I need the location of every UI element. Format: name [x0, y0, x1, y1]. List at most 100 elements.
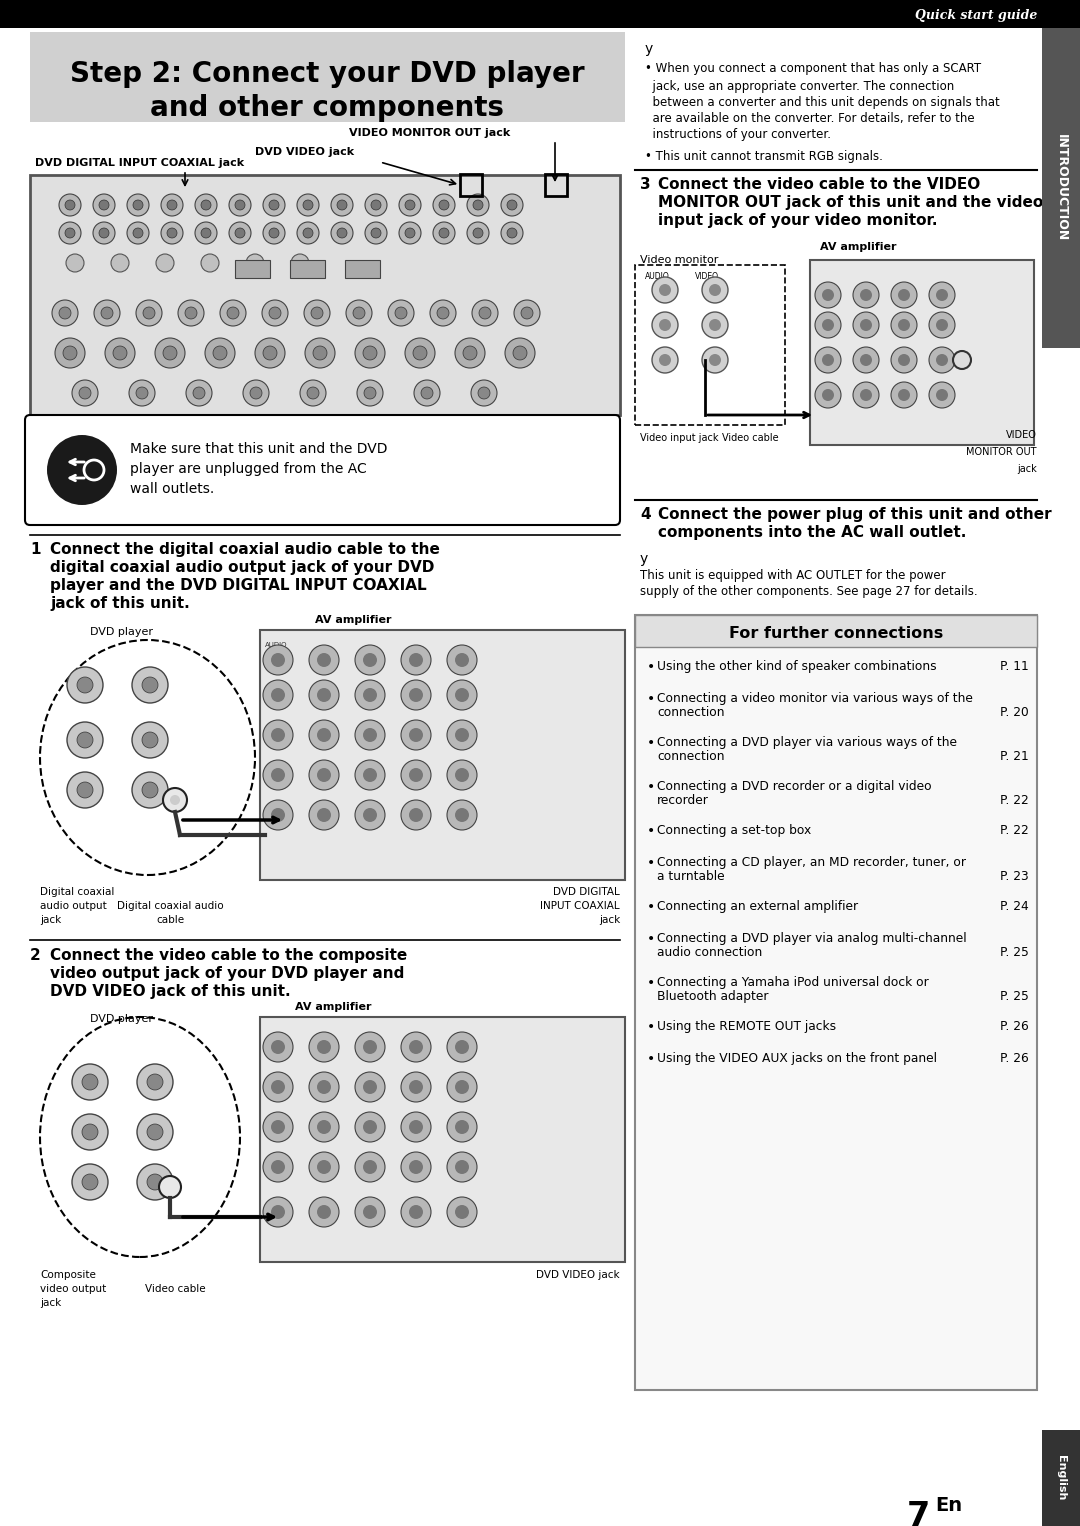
Circle shape — [364, 388, 376, 398]
Circle shape — [141, 732, 158, 748]
Circle shape — [702, 311, 728, 337]
Text: AV amplifier: AV amplifier — [295, 1003, 372, 1012]
Circle shape — [409, 1206, 423, 1219]
Text: P. 25: P. 25 — [1000, 946, 1029, 958]
Circle shape — [447, 1152, 477, 1183]
Circle shape — [401, 1071, 431, 1102]
Circle shape — [822, 319, 834, 331]
Circle shape — [399, 194, 421, 217]
Circle shape — [59, 194, 81, 217]
Circle shape — [55, 337, 85, 368]
Circle shape — [822, 288, 834, 301]
Circle shape — [659, 319, 671, 331]
Circle shape — [318, 807, 330, 823]
Text: P. 20: P. 20 — [1000, 707, 1029, 719]
Circle shape — [195, 221, 217, 244]
Text: P. 22: P. 22 — [1000, 794, 1029, 807]
Circle shape — [330, 221, 353, 244]
Circle shape — [355, 760, 384, 790]
Circle shape — [318, 1120, 330, 1134]
Circle shape — [363, 1160, 377, 1173]
Circle shape — [264, 1032, 293, 1062]
Circle shape — [860, 288, 872, 301]
Circle shape — [297, 194, 319, 217]
Bar — [635, 615, 1037, 647]
Circle shape — [860, 389, 872, 401]
Circle shape — [271, 1160, 285, 1173]
Text: •: • — [647, 661, 656, 674]
Circle shape — [99, 227, 109, 238]
Text: AV amplifier: AV amplifier — [315, 615, 391, 626]
Bar — [235, 259, 270, 278]
Circle shape — [235, 227, 245, 238]
Text: P. 26: P. 26 — [1000, 1051, 1029, 1065]
Circle shape — [405, 200, 415, 211]
Circle shape — [136, 388, 148, 398]
Circle shape — [84, 459, 104, 481]
FancyBboxPatch shape — [25, 415, 620, 525]
Circle shape — [708, 284, 721, 296]
Circle shape — [473, 200, 483, 211]
Circle shape — [185, 307, 197, 319]
Circle shape — [447, 1196, 477, 1227]
Circle shape — [467, 221, 489, 244]
Circle shape — [372, 200, 381, 211]
Circle shape — [401, 800, 431, 830]
Text: input jack of your video monitor.: input jack of your video monitor. — [658, 214, 937, 227]
Circle shape — [363, 688, 377, 702]
Circle shape — [473, 227, 483, 238]
Text: P. 23: P. 23 — [1000, 870, 1029, 884]
Circle shape — [309, 681, 339, 710]
Text: instructions of your converter.: instructions of your converter. — [645, 128, 831, 140]
Circle shape — [363, 1206, 377, 1219]
Circle shape — [159, 1177, 181, 1198]
Circle shape — [815, 282, 841, 308]
Circle shape — [77, 678, 93, 693]
Circle shape — [409, 1080, 423, 1094]
Circle shape — [264, 194, 285, 217]
Circle shape — [264, 760, 293, 790]
Text: jack: jack — [598, 916, 620, 925]
Circle shape — [355, 720, 384, 749]
Circle shape — [309, 645, 339, 674]
Text: 2: 2 — [30, 948, 41, 963]
Circle shape — [353, 307, 365, 319]
Text: DVD VIDEO jack: DVD VIDEO jack — [537, 1270, 620, 1280]
Text: Connecting a DVD recorder or a digital video: Connecting a DVD recorder or a digital v… — [657, 780, 932, 794]
Circle shape — [163, 787, 187, 812]
Circle shape — [136, 301, 162, 327]
Circle shape — [67, 722, 103, 758]
Circle shape — [433, 221, 455, 244]
Circle shape — [401, 1112, 431, 1141]
Circle shape — [201, 227, 211, 238]
Circle shape — [822, 354, 834, 366]
Circle shape — [815, 346, 841, 372]
Circle shape — [447, 1071, 477, 1102]
Circle shape — [399, 221, 421, 244]
Text: Step 2: Connect your DVD player: Step 2: Connect your DVD player — [70, 60, 584, 89]
Text: DVD VIDEO jack: DVD VIDEO jack — [256, 146, 354, 157]
Text: y: y — [640, 552, 648, 566]
Bar — [635, 266, 785, 426]
Circle shape — [467, 194, 489, 217]
Circle shape — [77, 732, 93, 748]
Text: •: • — [647, 736, 656, 749]
Circle shape — [201, 253, 219, 272]
Circle shape — [659, 284, 671, 296]
Text: Connecting a DVD player via analog multi-channel: Connecting a DVD player via analog multi… — [657, 932, 967, 945]
Text: Using the REMOTE OUT jacks: Using the REMOTE OUT jacks — [657, 1019, 836, 1033]
Circle shape — [111, 253, 129, 272]
Circle shape — [167, 227, 177, 238]
Text: jack of this unit.: jack of this unit. — [50, 597, 190, 610]
Circle shape — [94, 301, 120, 327]
Circle shape — [271, 688, 285, 702]
Circle shape — [355, 1071, 384, 1102]
Circle shape — [269, 200, 279, 211]
Text: jack: jack — [1017, 464, 1037, 475]
Circle shape — [264, 681, 293, 710]
Circle shape — [141, 678, 158, 693]
Circle shape — [501, 221, 523, 244]
Text: This unit is equipped with AC OUTLET for the power: This unit is equipped with AC OUTLET for… — [640, 569, 946, 581]
Bar — [635, 615, 1037, 1390]
Text: jack: jack — [40, 1299, 62, 1308]
